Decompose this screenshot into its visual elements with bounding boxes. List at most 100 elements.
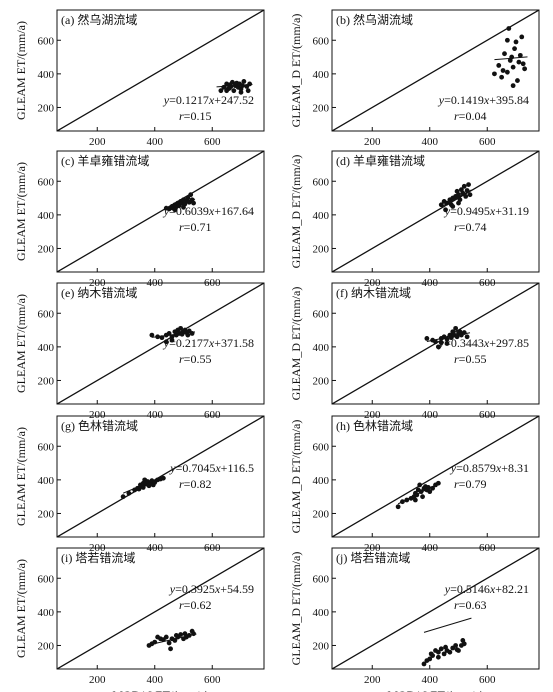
y-tick-label: 400: [313, 607, 330, 619]
panel-title: (g) 色林错流域: [61, 419, 138, 433]
correlation-label: r=0.79: [454, 477, 486, 491]
data-point: [492, 71, 497, 77]
data-point: [241, 79, 247, 84]
data-point: [417, 482, 423, 488]
panel-title: (c) 羊卓雍错流域: [61, 153, 149, 168]
data-point: [502, 51, 507, 57]
data-point: [435, 344, 441, 350]
x-tick-label: 600: [204, 409, 221, 421]
regression-equation: y=0.7045x+116.5: [169, 461, 254, 475]
data-point: [438, 646, 444, 652]
data-point: [447, 649, 453, 655]
regression-equation: y=0.8579x+8.31: [450, 461, 529, 475]
data-point: [181, 204, 186, 210]
y-tick-label: 400: [313, 69, 330, 81]
scatter-panel: 200 400 600 200 400 600 (b) 然乌湖流域 y=0.1419x+395…: [289, 9, 540, 148]
y-axis-label: GLEAM_D ET/(mm/a): [289, 155, 303, 269]
x-tick-label: 600: [479, 409, 496, 421]
data-point: [522, 66, 528, 72]
regression-equation: y=0.2177x+371.58: [163, 336, 254, 350]
data-point: [120, 494, 126, 500]
panel-title: (j) 塔若错流域: [336, 551, 410, 565]
data-point: [461, 183, 467, 189]
plot-frame: [331, 9, 540, 132]
data-point: [420, 494, 425, 500]
y-tick-label: 200: [313, 243, 330, 255]
y-tick-label: 400: [313, 475, 330, 487]
data-point: [166, 331, 172, 336]
y-tick-label: 600: [313, 573, 330, 585]
y-tick-label: 600: [313, 176, 330, 188]
correlation-label: r=0.62: [179, 598, 211, 612]
data-point: [519, 34, 525, 40]
data-point: [430, 485, 436, 491]
data-point: [435, 480, 441, 486]
data-point: [188, 192, 194, 198]
data-point: [186, 632, 192, 638]
y-axis-label: GLEAM_D ET/(mm/a): [289, 287, 303, 401]
plot-frame: [56, 9, 265, 132]
x-axis-label: MOD16 ET/(mm/a): [112, 688, 208, 692]
x-tick-label: 400: [422, 136, 439, 148]
y-tick-label: 600: [313, 308, 330, 320]
data-point: [513, 39, 519, 45]
plot-frame: [56, 150, 265, 273]
y-axis-label: GLEAM ET/(mm/a): [14, 294, 28, 393]
y-tick-label: 400: [313, 342, 330, 354]
plot-frame: [56, 547, 265, 670]
correlation-label: r=0.15: [179, 109, 211, 123]
panel-title: (d) 羊卓雍错流域: [336, 153, 425, 168]
y-tick-label: 400: [38, 210, 55, 222]
data-point: [240, 83, 245, 89]
data-point: [435, 649, 441, 655]
correlation-label: r=0.55: [179, 352, 211, 366]
data-point: [155, 334, 161, 340]
y-tick-label: 200: [38, 508, 55, 520]
regression-equation: y=0.5146x+82.21: [444, 582, 529, 596]
x-tick-label: 200: [364, 136, 381, 148]
x-axis-label: MOD16 ET/(mm/a): [387, 688, 483, 692]
data-point: [512, 46, 517, 52]
panel-title: (a) 然乌湖流域: [61, 12, 137, 27]
scatter-panel: 200 400 600 200 400 600 (j) 塔若错流域 y=0.5146x+82.…: [289, 547, 540, 692]
one-to-one-line: [332, 10, 539, 131]
data-point: [433, 339, 438, 345]
data-point: [444, 200, 450, 206]
data-point: [245, 88, 251, 94]
one-to-one-line: [57, 283, 264, 404]
data-point: [163, 339, 169, 345]
y-tick-label: 400: [38, 342, 55, 354]
data-point: [247, 81, 253, 87]
panel-title: (i) 塔若错流域: [61, 551, 135, 565]
x-tick-label: 400: [147, 136, 164, 148]
scatter-panel: 200 400 600 200 400 600 (a) 然乌湖流域 y=0.1217x+247…: [14, 9, 265, 148]
data-point: [509, 54, 515, 60]
data-point: [456, 200, 461, 206]
data-point: [444, 341, 450, 346]
regression-equation: y=0.6039x+167.64: [163, 204, 254, 218]
panel-title: (b) 然乌湖流域: [336, 12, 413, 27]
regression-equation: y=0.9495x+31.19: [444, 204, 529, 218]
data-point: [464, 334, 470, 340]
data-point: [218, 88, 224, 94]
y-axis-label: GLEAM_D ET/(mm/a): [289, 552, 303, 666]
data-point: [421, 661, 427, 667]
scatter-panel: 200 400 600 200 400 600 (i) 塔若错流域 y=0.3925x+54.…: [14, 547, 265, 692]
data-point: [453, 643, 459, 648]
data-point: [444, 336, 450, 342]
data-point: [126, 490, 132, 496]
data-point: [506, 26, 512, 31]
regression-equation: y=0.3925x+54.59: [169, 582, 254, 596]
x-tick-label: 200: [364, 674, 381, 686]
data-point: [178, 632, 184, 637]
x-tick-label: 200: [89, 409, 106, 421]
one-to-one-line: [332, 151, 539, 272]
data-point: [515, 78, 520, 83]
data-point: [450, 204, 456, 209]
y-tick-label: 400: [38, 69, 55, 81]
correlation-label: r=0.74: [454, 220, 486, 234]
y-tick-label: 600: [38, 176, 55, 188]
y-axis-label: GLEAM_D ET/(mm/a): [289, 420, 303, 534]
